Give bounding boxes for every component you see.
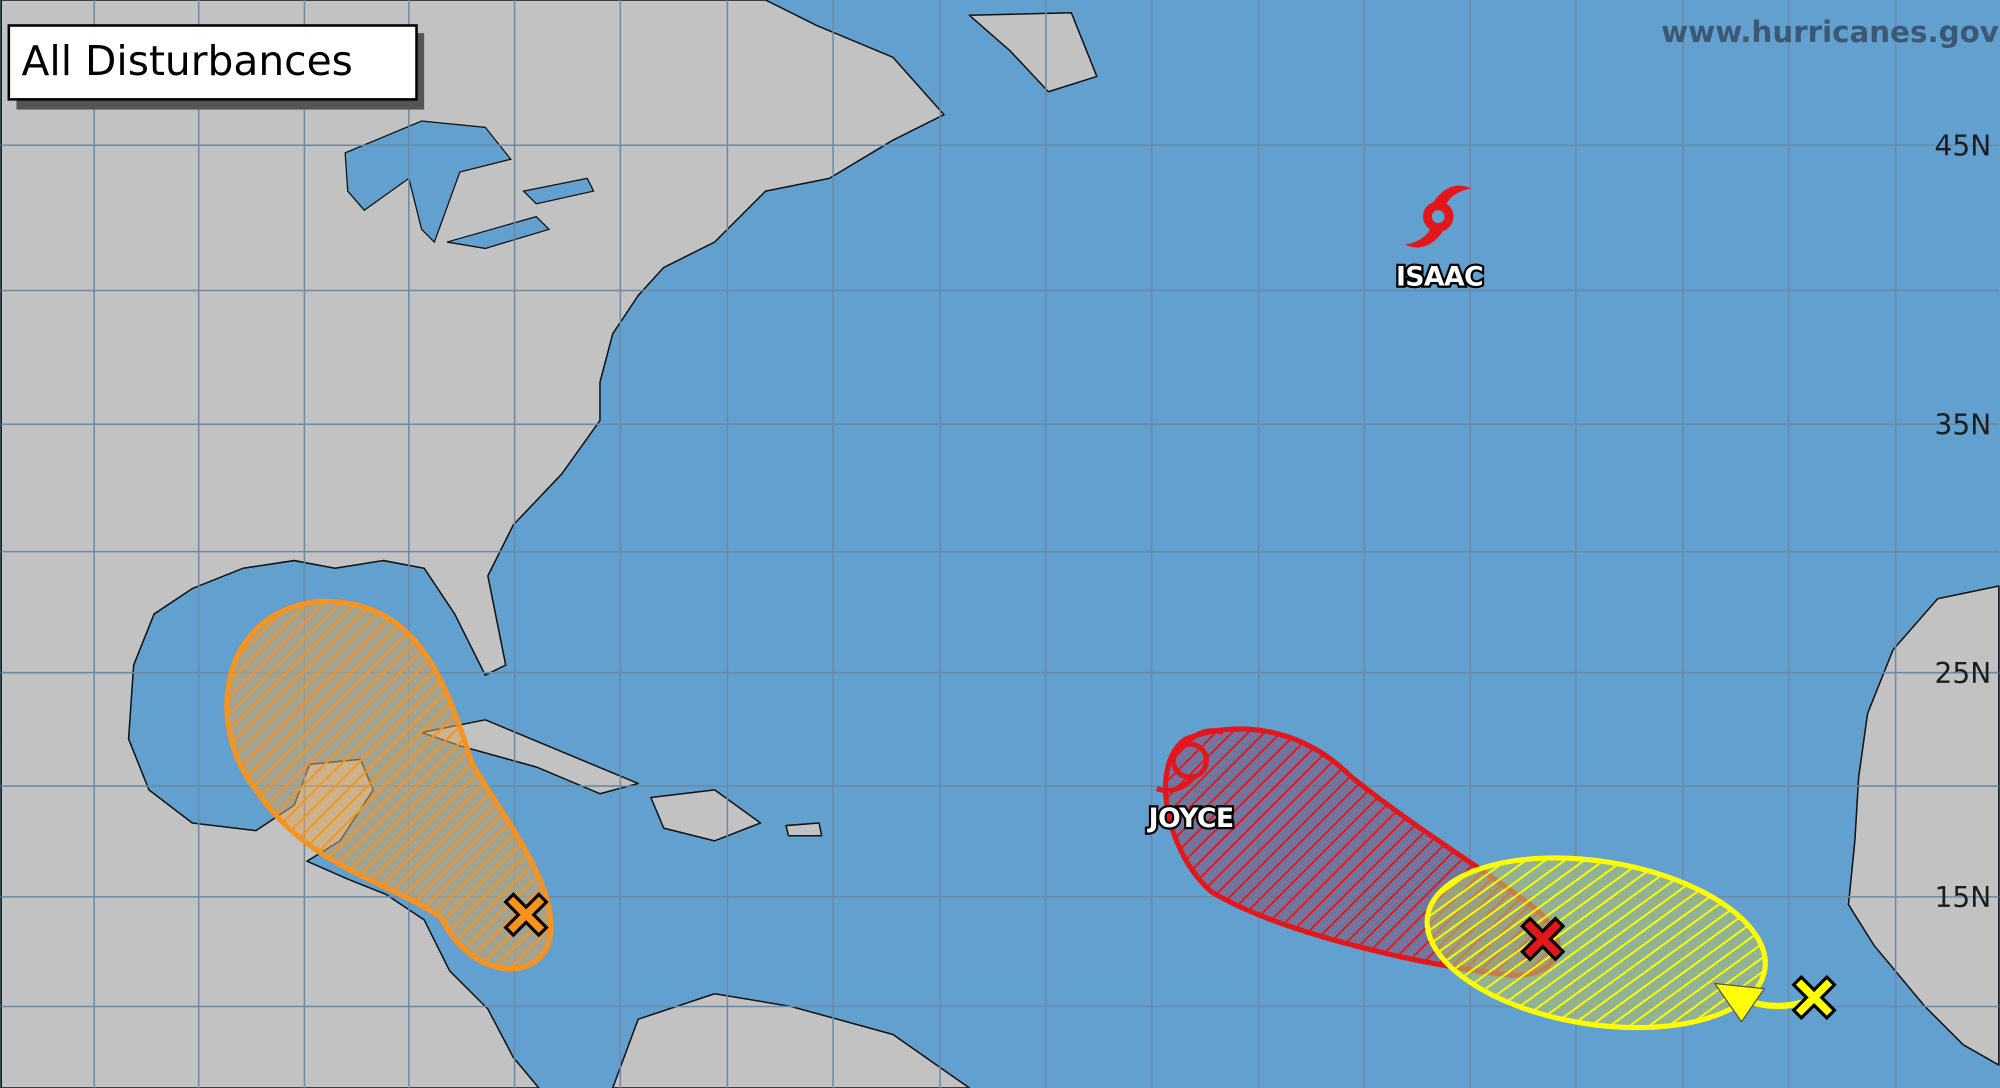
latitude-label: 25N: [1935, 657, 1992, 690]
latitude-label: 15N: [1935, 881, 1992, 914]
storm-name: ISAAC: [1396, 261, 1483, 292]
source-url: www.hurricanes.gov: [1661, 15, 1999, 49]
outlook-area-orange: [224, 598, 554, 972]
cuba: [420, 719, 639, 795]
hispaniola: [650, 789, 762, 842]
title-box: [7, 24, 418, 101]
arrow-head: [1713, 982, 1766, 1023]
marker-yellow: [1791, 974, 1837, 1021]
remnant-symbol: [1155, 728, 1224, 793]
storm-name: JOYCE: [1147, 803, 1234, 834]
marker-orange: [503, 892, 549, 938]
marker-red: [1520, 916, 1566, 962]
great-lakes: [344, 120, 595, 250]
puerto-rico: [785, 822, 823, 837]
newfoundland: [968, 11, 1098, 93]
latitude-label: 35N: [1935, 408, 1992, 441]
title: All Disturbances: [22, 37, 353, 85]
outlook-area-yellow: [1424, 855, 1768, 1031]
north-america: [0, 0, 945, 1088]
latitude-label: 45N: [1935, 129, 1992, 162]
hurricane-symbol: [1405, 185, 1472, 248]
africa: [1847, 585, 2000, 1066]
